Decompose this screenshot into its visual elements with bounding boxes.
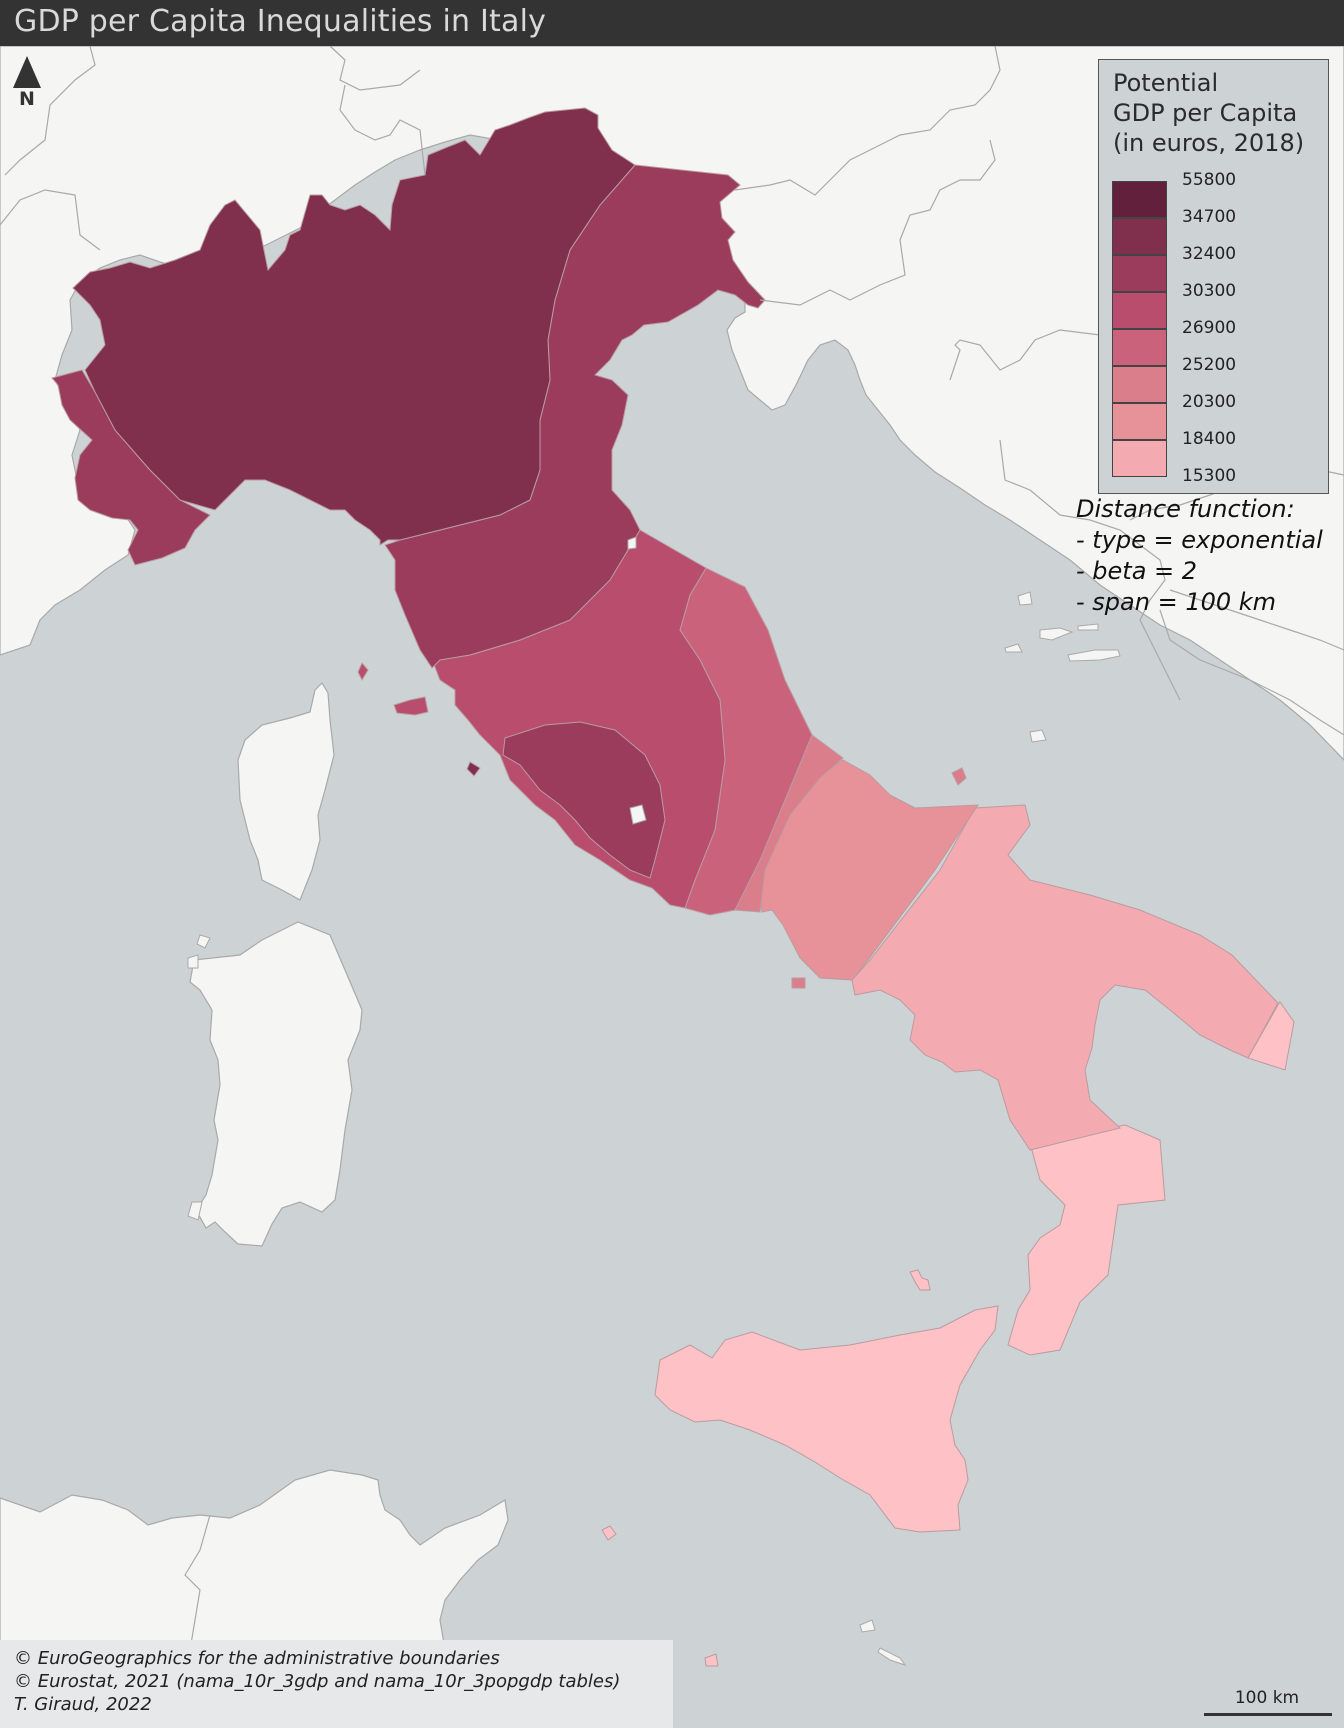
border-line-7 [949, 319, 1131, 381]
islet-9 [1004, 643, 1023, 653]
islet-8 [1029, 729, 1047, 743]
legend-break-label: 30300 [1182, 281, 1237, 301]
border-line-8 [999, 439, 1181, 701]
distance-function-note: Distance function: - type = exponential … [1076, 494, 1344, 618]
map-title: GDP per Capita Inequalities in Italy [14, 4, 547, 39]
border-line-11 [1159, 609, 1344, 736]
legend-swatch [1112, 255, 1167, 292]
legend-swatch [1112, 440, 1167, 477]
legend-break-label: 15300 [1182, 466, 1237, 486]
north-label: N [19, 88, 35, 110]
islet-1 [629, 804, 647, 825]
title-bar: GDP per Capita Inequalities in Italy [0, 0, 1344, 46]
islet-10 [1039, 627, 1074, 641]
legend-swatch [1112, 292, 1167, 329]
note-line: Distance function: [1076, 495, 1295, 523]
elba [393, 696, 429, 716]
ustica [601, 1525, 617, 1541]
border-line-5 [734, 45, 1001, 196]
capraia [357, 662, 369, 682]
legend-break-label: 32400 [1182, 244, 1237, 264]
legend-break-label: 34700 [1182, 207, 1237, 227]
class-8 [851, 804, 1279, 1151]
legend-break-label: 26900 [1182, 318, 1237, 338]
north-arrow: N [12, 56, 42, 112]
class-rome [502, 721, 666, 879]
islet-12 [1067, 649, 1121, 662]
sicily [654, 1305, 999, 1533]
legend-swatch [1112, 218, 1167, 255]
islet-2 [627, 536, 637, 550]
scale-bar-line [1204, 1713, 1332, 1716]
border-line-2 [4, 45, 96, 176]
tremiti [951, 767, 967, 786]
legend-swatch [1112, 329, 1167, 366]
north-arrow-icon [13, 56, 41, 88]
note-line: - type = exponential [1076, 526, 1323, 554]
credit-line: T. Giraud, 2022 [14, 1694, 152, 1715]
credits-box: © EuroGeographics for the administrative… [0, 1640, 673, 1728]
islet-7 [859, 1619, 876, 1633]
sardinia [189, 921, 363, 1247]
legend-swatch [1112, 403, 1167, 440]
islet-4 [187, 954, 199, 969]
giglio [466, 761, 481, 777]
border-line-1 [0, 189, 101, 251]
border-line-4 [339, 84, 426, 176]
scale-bar: 100 km [1202, 1688, 1332, 1718]
class-lowest [1007, 1124, 1166, 1356]
legend-break-label: 55800 [1182, 170, 1237, 190]
note-line: - span = 100 km [1076, 588, 1277, 616]
border-line-10 [1169, 589, 1344, 651]
border-line-3 [329, 45, 421, 91]
legend-title-line: Potential [1113, 69, 1219, 97]
legend-break-label: 20300 [1182, 392, 1237, 412]
legend-swatch [1112, 366, 1167, 403]
legend-title-line: (in euros, 2018) [1113, 129, 1305, 157]
aeolian [909, 1269, 931, 1291]
corsica [237, 682, 335, 901]
pantelleria [704, 1653, 719, 1667]
legend-swatch [1112, 181, 1167, 218]
islet-11 [1077, 623, 1099, 631]
scale-label: 100 km [1234, 1688, 1300, 1708]
islet-6 [877, 1647, 907, 1666]
border-line-6 [759, 139, 996, 306]
legend-break-label: 18400 [1182, 429, 1237, 449]
legend-title-line: GDP per Capita [1113, 99, 1298, 127]
note-line: - beta = 2 [1076, 557, 1198, 585]
ischia [791, 977, 806, 989]
legend-break-label: 25200 [1182, 355, 1237, 375]
class-2 [72, 107, 636, 546]
salento-tip [1247, 1001, 1295, 1071]
legend-title: Potential GDP per Capita (in euros, 2018… [1113, 68, 1327, 158]
legend: Potential GDP per Capita (in euros, 2018… [1098, 59, 1329, 494]
islet-3 [196, 934, 211, 949]
islet-13 [1017, 591, 1033, 606]
islet-5 [187, 1201, 203, 1221]
credit-line: © EuroGeographics for the administrative… [14, 1648, 500, 1669]
credit-line: © Eurostat, 2021 (nama_10r_3gdp and nama… [14, 1671, 621, 1692]
